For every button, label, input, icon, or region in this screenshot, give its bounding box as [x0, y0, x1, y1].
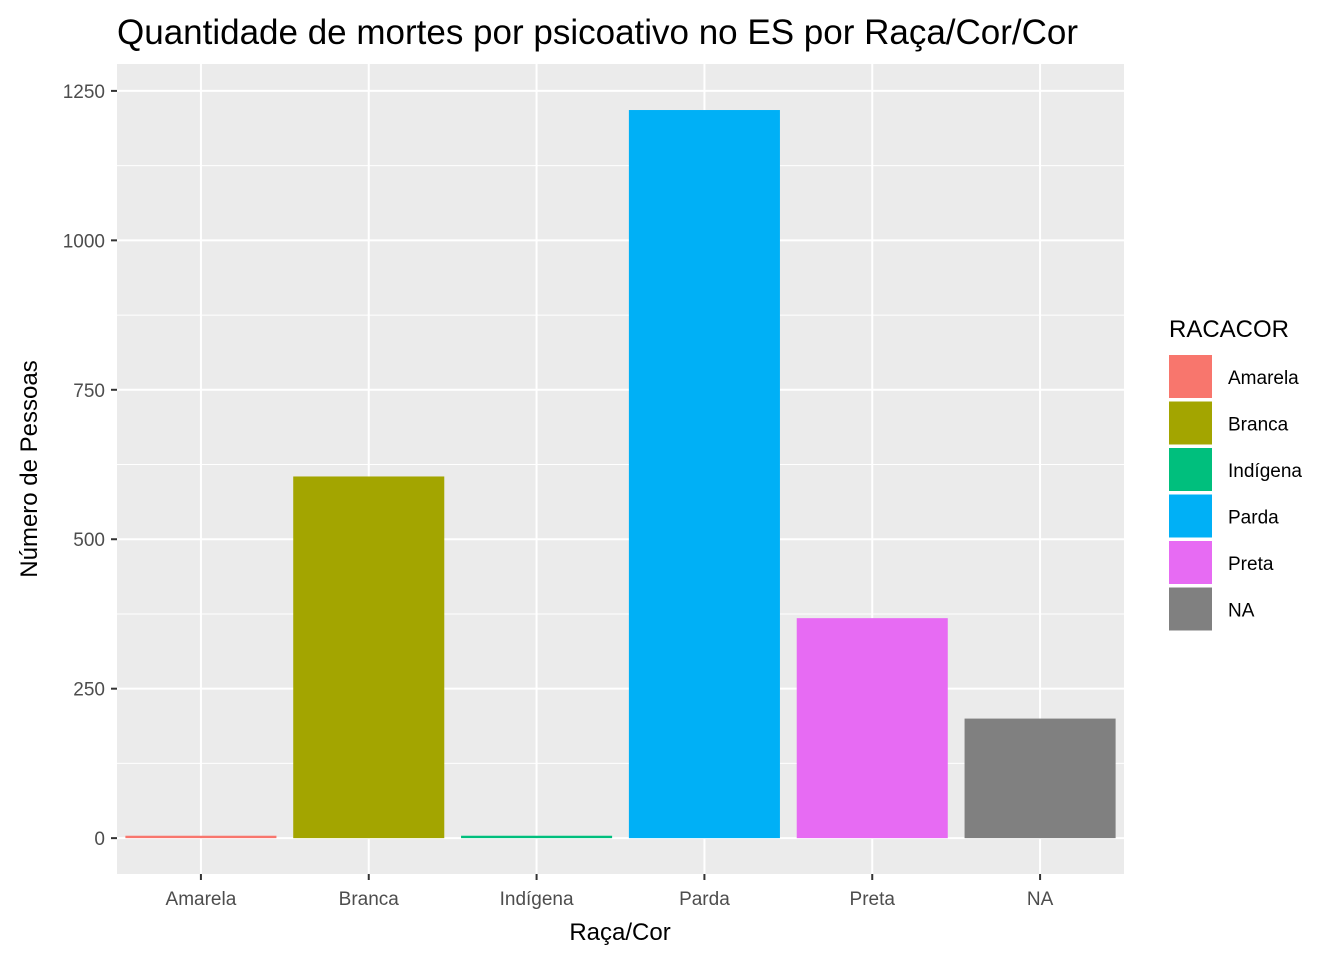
bar-indígena: [461, 835, 613, 839]
legend-key-branca: [1169, 401, 1212, 445]
legend-label: Indígena: [1228, 461, 1302, 482]
bar-branca: [293, 476, 445, 839]
y-axis: 0 250 500 750 1000 1250: [63, 82, 117, 850]
x-tick-label: NA: [1027, 889, 1054, 910]
legend: RACACOR Amarela Branca Indígena Parda Preta N…: [1169, 316, 1302, 631]
bar-preta: [796, 618, 948, 839]
y-tick-label: 0: [94, 829, 105, 850]
legend-key-amarela: [1169, 355, 1212, 398]
x-tick-label: Branca: [339, 889, 400, 910]
bar-parda: [628, 110, 780, 839]
legend-label: Preta: [1228, 554, 1274, 575]
legend-key-na: [1169, 587, 1212, 631]
y-tick-label: 750: [73, 381, 105, 402]
x-tick-label: Amarela: [166, 889, 237, 910]
chart-title: Quantidade de mortes por psicoativo no E…: [117, 13, 1078, 52]
x-axis-title: Raça/Cor: [569, 919, 670, 946]
y-tick-label: 1000: [63, 231, 105, 252]
legend-label: Parda: [1228, 508, 1279, 529]
plot-panel: [117, 64, 1124, 874]
legend-key-indígena: [1169, 448, 1212, 491]
legend-label: Amarela: [1228, 368, 1299, 389]
legend-key-parda: [1169, 494, 1212, 538]
legend-label: Branca: [1228, 415, 1289, 436]
bar-na: [964, 718, 1116, 839]
bar-amarela: [125, 835, 277, 839]
legend-key-preta: [1169, 541, 1212, 584]
y-tick-label: 250: [73, 680, 105, 701]
x-tick-label: Preta: [850, 889, 896, 910]
legend-label: NA: [1228, 601, 1255, 622]
y-axis-title: Número de Pessoas: [16, 360, 43, 577]
x-tick-label: Indígena: [500, 889, 574, 910]
bars: [125, 110, 1116, 839]
x-axis: Amarela Branca Indígena Parda Preta NA: [166, 874, 1054, 910]
y-tick-label: 500: [73, 530, 105, 551]
y-tick-label: 1250: [63, 82, 105, 103]
legend-title: RACACOR: [1169, 316, 1289, 343]
x-tick-label: Parda: [679, 889, 730, 910]
